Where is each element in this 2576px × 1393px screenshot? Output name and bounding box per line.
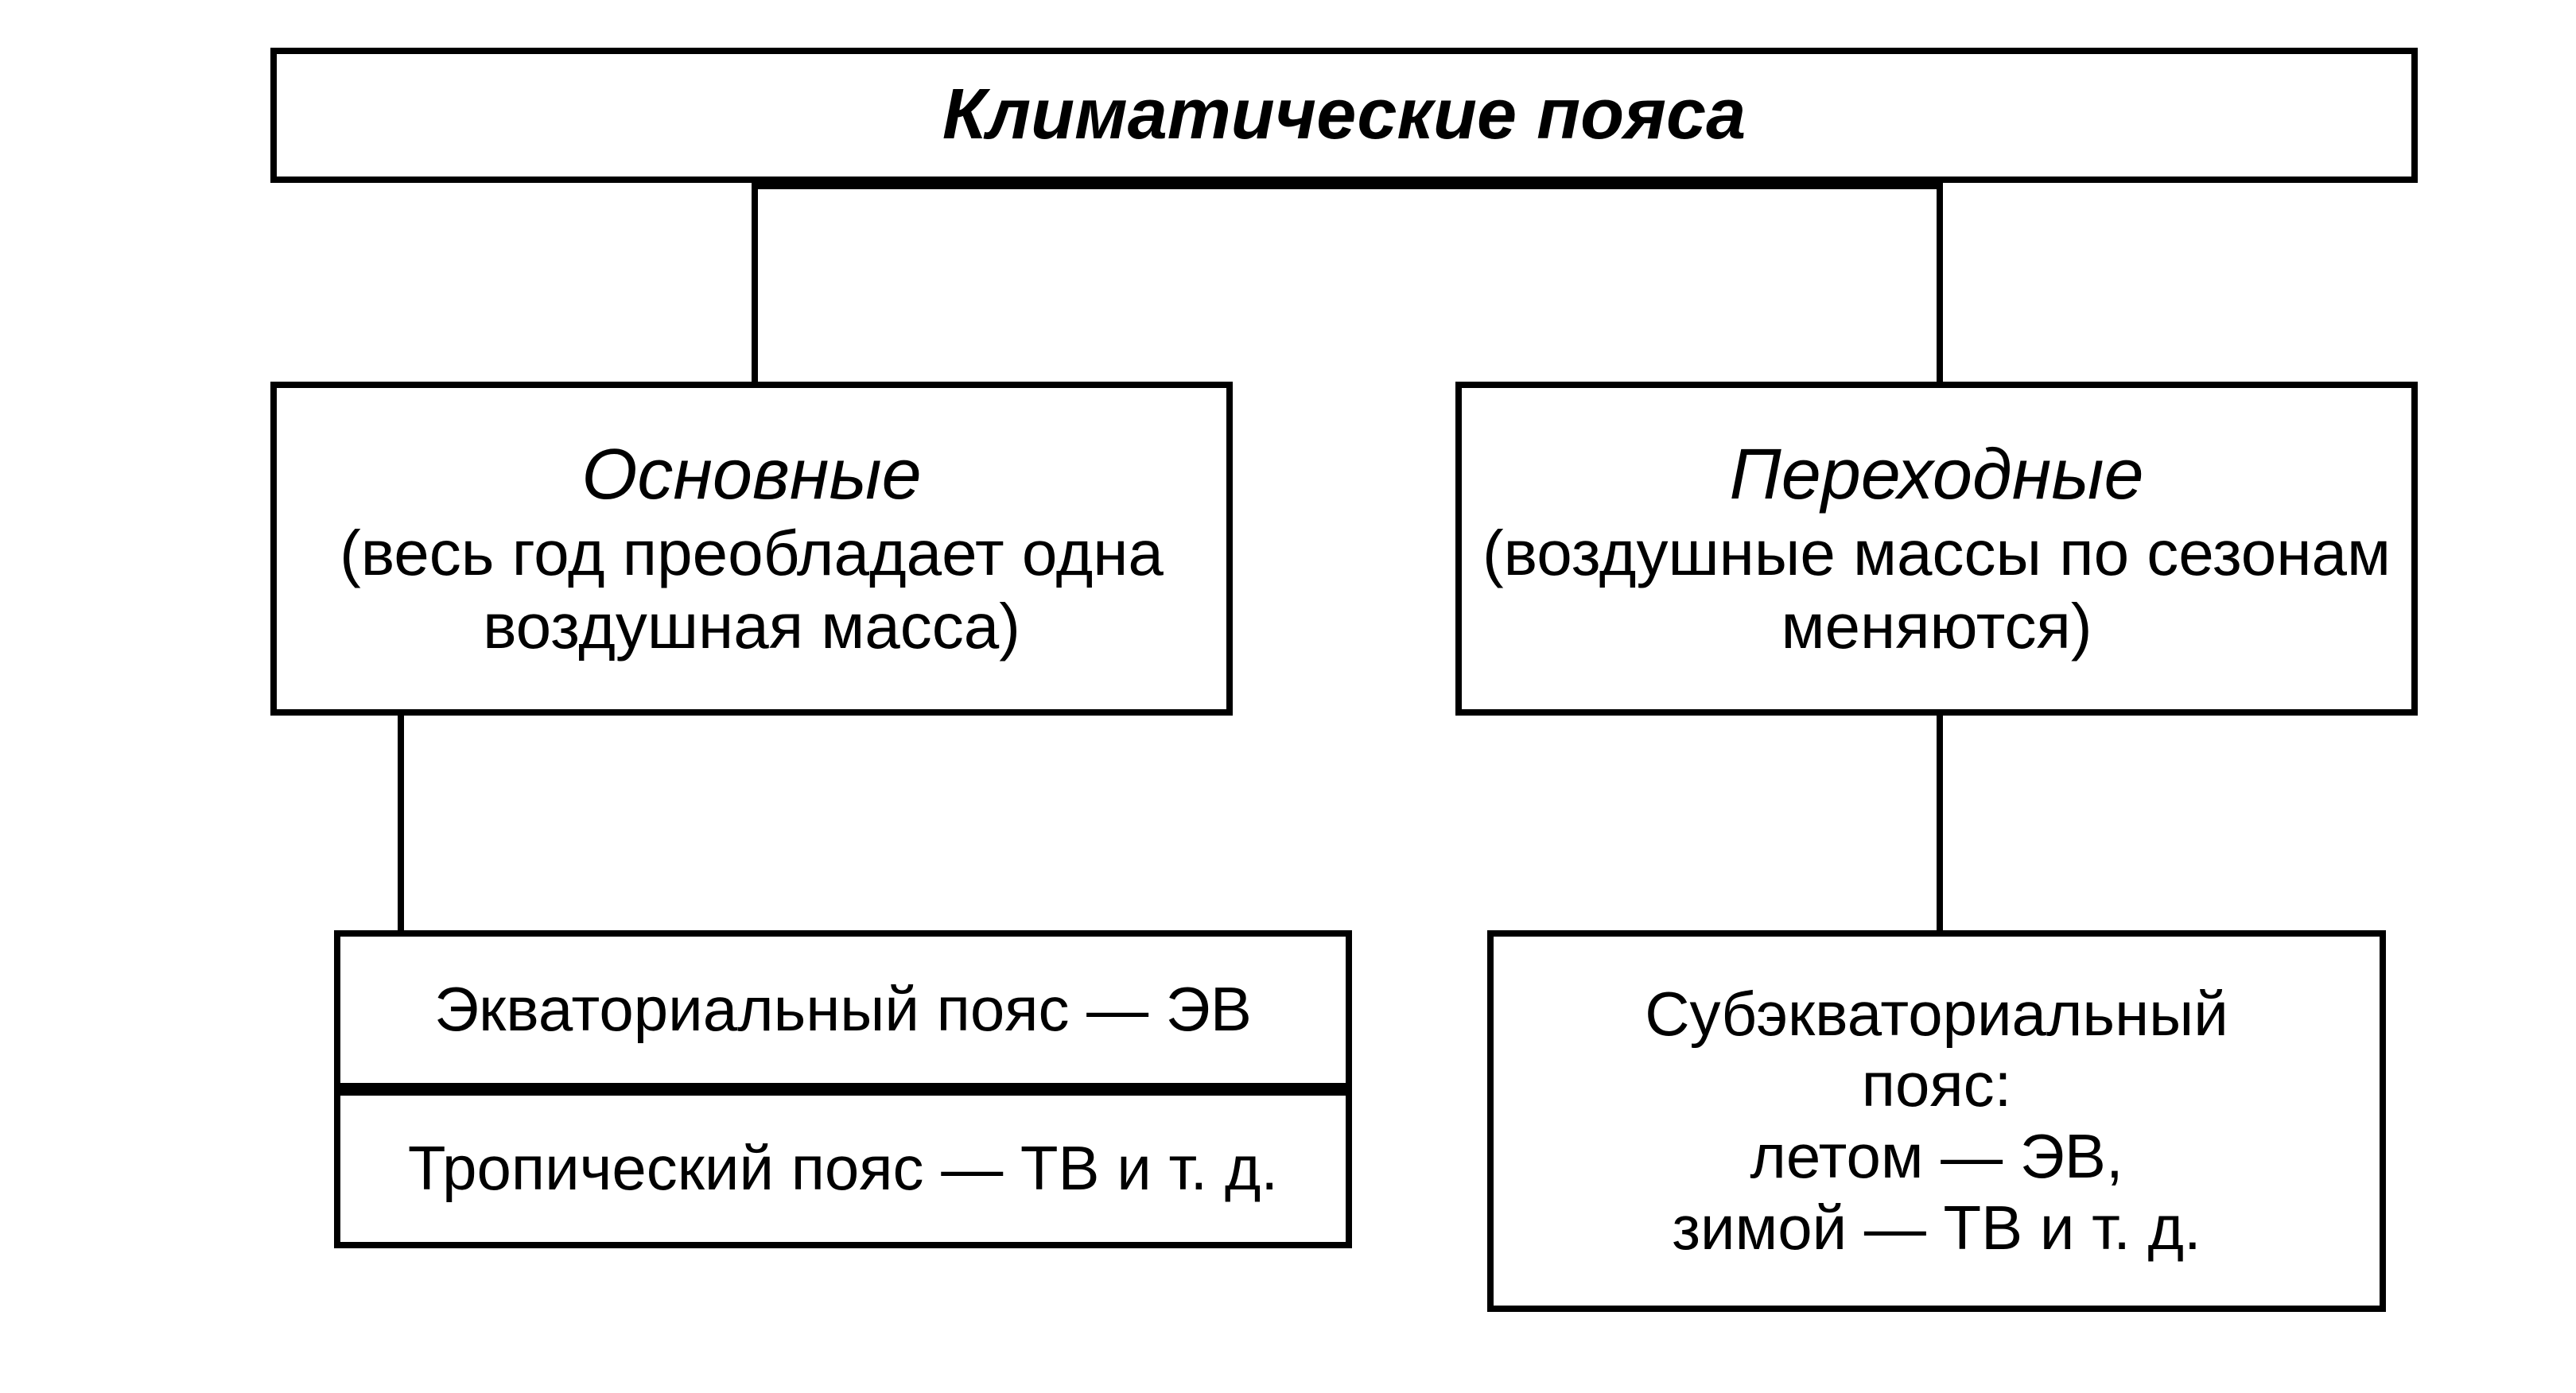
node-main-sub: (весь год преобладает одна воздушная мас… [277, 517, 1226, 663]
edge-root-main-v [752, 183, 758, 382]
node-eq: Экваториальный пояс — ЭВ [334, 930, 1352, 1089]
node-trop-text: Тропический пояс — ТВ и т. д. [408, 1133, 1278, 1205]
node-trans-sub: (воздушные массы по сезонам меняются) [1462, 517, 2411, 663]
node-subeq-line3: летом — ЭВ, [1750, 1121, 2123, 1193]
node-trans: Переходные (воздушные массы по сезонам м… [1455, 382, 2418, 716]
node-subeq: Субэкваториальный пояс: летом — ЭВ, зимо… [1487, 930, 2386, 1312]
node-subeq-line4: зимой — ТВ и т. д. [1672, 1193, 2201, 1264]
edge-root-horizontal [752, 183, 1943, 189]
node-subeq-line2: пояс: [1862, 1050, 2012, 1121]
node-trop: Тропический пояс — ТВ и т. д. [334, 1089, 1352, 1248]
node-root: Климатические пояса [270, 48, 2418, 183]
edge-trans-subeq-v [1937, 716, 1943, 930]
node-main-title: Основные [581, 434, 921, 517]
diagram-canvas: Климатические пояса Основные (весь год п… [0, 0, 2576, 1393]
node-root-title: Климатические пояса [942, 74, 1746, 157]
node-subeq-line1: Субэкваториальный [1645, 979, 2228, 1050]
node-main: Основные (весь год преобладает одна возд… [270, 382, 1233, 716]
node-trans-title: Переходные [1729, 434, 2143, 517]
edge-root-trans-v [1937, 183, 1943, 382]
node-eq-text: Экваториальный пояс — ЭВ [434, 974, 1252, 1046]
